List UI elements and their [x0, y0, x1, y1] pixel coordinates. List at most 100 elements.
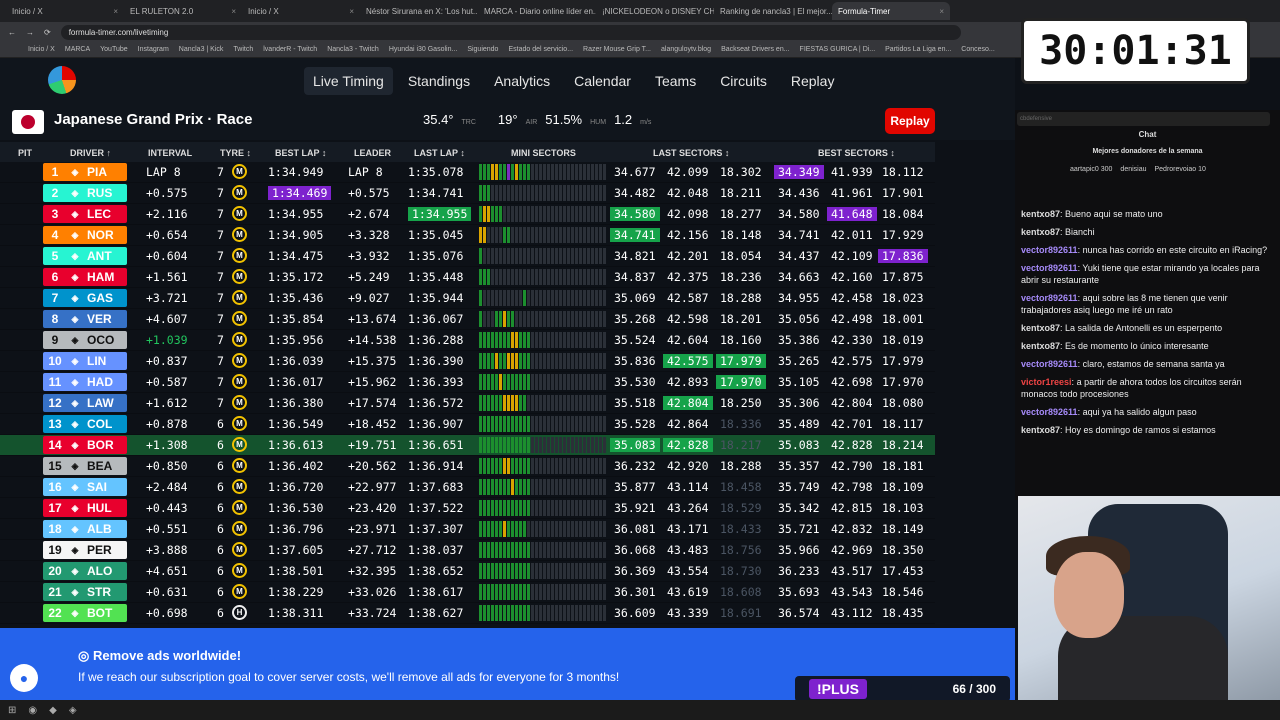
table-row[interactable]: 20 ◈ ALO +4.651 6 M 1:38.501 +32.395 1:38.652 36.… [0, 561, 935, 582]
bookmark-item[interactable]: MARCA [64, 46, 91, 53]
chat-username[interactable]: vector892611 [1021, 407, 1078, 417]
chrome-icon[interactable]: ◉ [28, 704, 38, 716]
chat-username[interactable]: vector892611 [1021, 263, 1078, 273]
bookmark-item[interactable]: Siguiendo [467, 46, 499, 53]
chat-username[interactable]: kentxo87 [1021, 209, 1061, 219]
bookmark-item[interactable]: FIESTAS GURICA | Di... [799, 46, 876, 53]
bookmark-item[interactable]: Backseat Drivers en... [721, 46, 790, 53]
bookmark-item[interactable]: Hyundai i30 Gasolin... [388, 46, 458, 53]
driver-badge[interactable]: 22 ◈ BOT [43, 604, 127, 622]
table-row[interactable]: 1 ◈ PIA LAP 8 7 M 1:34.949 LAP 8 1:35.078 34.677 4… [0, 162, 935, 183]
driver-badge[interactable]: 3 ◈ LEC [43, 205, 127, 223]
url-field[interactable]: formula-timer.com/livetiming [60, 24, 961, 40]
bookmark-item[interactable]: Inicio / X [28, 46, 55, 53]
browser-tab[interactable]: Formula-Timer × [832, 2, 950, 20]
driver-badge[interactable]: 10 ◈ LIN [43, 352, 127, 370]
close-icon[interactable]: × [349, 6, 354, 16]
chat-search-input[interactable]: cbdefensive [1017, 112, 1270, 126]
bookmark-item[interactable]: alanguloytv.blog [661, 46, 712, 53]
close-icon[interactable]: × [939, 6, 944, 16]
table-row[interactable]: 10 ◈ LIN +0.837 7 M 1:36.039 +15.375 1:36.390 35.… [0, 351, 935, 372]
bookmark-item[interactable]: Conceso... [961, 46, 995, 53]
driver-badge[interactable]: 12 ◈ LAW [43, 394, 127, 412]
chat-username[interactable]: kentxo87 [1021, 341, 1061, 351]
table-row[interactable]: 5 ◈ ANT +0.604 7 M 1:34.475 +3.932 1:35.076 34.82… [0, 246, 935, 267]
chat-username[interactable]: kentxo87 [1021, 227, 1061, 237]
column-header[interactable]: LAST SECTORS ↕ [653, 148, 730, 158]
cookie-icon[interactable]: ● [10, 664, 38, 692]
column-header[interactable]: BEST SECTORS ↕ [818, 148, 895, 158]
column-header[interactable]: MINI SECTORS [511, 148, 576, 158]
driver-badge[interactable]: 1 ◈ PIA [43, 163, 127, 181]
table-row[interactable]: 16 ◈ SAI +2.484 6 M 1:36.720 +22.977 1:37.683 35.… [0, 477, 935, 498]
driver-badge[interactable]: 21 ◈ STR [43, 583, 127, 601]
back-icon[interactable]: ← [8, 27, 16, 37]
driver-badge[interactable]: 7 ◈ GAS [43, 289, 127, 307]
table-row[interactable]: 12 ◈ LAW +1.612 7 M 1:36.380 +17.574 1:36.572 35.… [0, 393, 935, 414]
nav-link-calendar[interactable]: Calendar [574, 73, 631, 89]
bookmark-item[interactable]: Nancla3 | Kick [178, 46, 224, 53]
chat-username[interactable]: vector892611 [1021, 245, 1078, 255]
column-header[interactable]: INTERVAL [148, 148, 193, 158]
start-icon[interactable]: ⊞ [8, 704, 17, 716]
nav-link-analytics[interactable]: Analytics [494, 73, 551, 89]
browser-tab[interactable]: Inicio / X × [6, 2, 124, 20]
column-header[interactable]: LAST LAP ↕ [414, 148, 465, 158]
column-header[interactable]: PIT [18, 148, 33, 158]
table-row[interactable]: 4 ◈ NOR +0.654 7 M 1:34.905 +3.328 1:35.045 34.74… [0, 225, 935, 246]
table-row[interactable]: 9 ◈ OCO +1.039 7 M 1:35.956 +14.538 1:36.288 35.5… [0, 330, 935, 351]
bookmark-item[interactable]: lvanderR - Twitch [263, 46, 318, 53]
app-icon[interactable]: ◆ [49, 704, 57, 716]
browser-tab[interactable]: ¡NICKELODEON o DISNEY CH...× [596, 2, 714, 20]
bookmark-item[interactable]: Razer Mouse Grip T... [583, 46, 651, 53]
driver-badge[interactable]: 20 ◈ ALO [43, 562, 127, 580]
driver-badge[interactable]: 16 ◈ SAI [43, 478, 127, 496]
close-icon[interactable]: × [113, 6, 118, 16]
site-logo[interactable] [48, 66, 76, 94]
table-row[interactable]: 8 ◈ VER +4.607 7 M 1:35.854 +13.674 1:36.067 35.2… [0, 309, 935, 330]
column-header[interactable]: BEST LAP ↕ [275, 148, 327, 158]
column-header[interactable]: LEADER [354, 148, 392, 158]
table-row[interactable]: 6 ◈ HAM +1.561 7 M 1:35.172 +5.249 1:35.448 34.83… [0, 267, 935, 288]
nav-link-circuits[interactable]: Circuits [720, 73, 767, 89]
chat-username[interactable]: vector892611 [1021, 293, 1078, 303]
reload-icon[interactable]: ⟳ [44, 27, 51, 37]
nav-link-teams[interactable]: Teams [654, 73, 697, 89]
browser-tab[interactable]: EL RULETON 2.0 × [124, 2, 242, 20]
driver-badge[interactable]: 18 ◈ ALB [43, 520, 127, 538]
driver-badge[interactable]: 13 ◈ COL [43, 415, 127, 433]
nav-link-live-timing[interactable]: Live Timing [304, 67, 393, 95]
driver-badge[interactable]: 17 ◈ HUL [43, 499, 127, 517]
column-header[interactable]: DRIVER ↑ [70, 148, 112, 158]
table-row[interactable]: 18 ◈ ALB +0.551 6 M 1:36.796 +23.971 1:37.307 36.… [0, 519, 935, 540]
bookmark-item[interactable]: Estado del servicio... [508, 46, 574, 53]
replay-button[interactable]: Replay [885, 108, 935, 134]
driver-badge[interactable]: 4 ◈ NOR [43, 226, 127, 244]
browser-tab[interactable]: MARCA - Diario online líder en...× [478, 2, 596, 20]
driver-badge[interactable]: 6 ◈ HAM [43, 268, 127, 286]
table-row[interactable]: 7 ◈ GAS +3.721 7 M 1:35.436 +9.027 1:35.944 35.06… [0, 288, 935, 309]
bookmark-item[interactable]: Twitch [233, 46, 254, 53]
bookmark-item[interactable]: Partidos La Liga en... [885, 46, 952, 53]
table-row[interactable]: 19 ◈ PER +3.888 6 M 1:37.605 +27.712 1:38.037 36.… [0, 540, 935, 561]
driver-badge[interactable]: 9 ◈ OCO [43, 331, 127, 349]
driver-badge[interactable]: 8 ◈ VER [43, 310, 127, 328]
table-row[interactable]: 17 ◈ HUL +0.443 6 M 1:36.530 +23.420 1:37.522 35.… [0, 498, 935, 519]
chat-username[interactable]: kentxo87 [1021, 425, 1061, 435]
browser-tab[interactable]: Néstor Sirurana en X: 'Los hut...× [360, 2, 478, 20]
nav-link-standings[interactable]: Standings [407, 73, 471, 89]
driver-badge[interactable]: 14 ◈ BOR [43, 436, 127, 454]
chat-username[interactable]: victor1reesi [1021, 377, 1072, 387]
table-row[interactable]: 11 ◈ HAD +0.587 7 M 1:36.017 +15.962 1:36.393 35.… [0, 372, 935, 393]
table-row[interactable]: 14 ◈ BOR +1.308 6 M 1:36.613 +19.751 1:36.651 35.… [0, 435, 935, 456]
column-header[interactable]: TYRE ↕ [220, 148, 252, 158]
chat-username[interactable]: kentxo87 [1021, 323, 1061, 333]
table-row[interactable]: 13 ◈ COL +0.878 6 M 1:36.549 +18.452 1:36.907 35.… [0, 414, 935, 435]
bookmark-item[interactable]: Instagram [137, 46, 169, 53]
chat-username[interactable]: vector892611 [1021, 359, 1078, 369]
table-row[interactable]: 22 ◈ BOT +0.698 6 H 1:38.311 +33.724 1:38.627 36.… [0, 603, 935, 624]
bookmark-item[interactable]: Nancla3 - Twitch [327, 46, 379, 53]
table-row[interactable]: 21 ◈ STR +0.631 6 M 1:38.229 +33.026 1:38.617 36.… [0, 582, 935, 603]
browser-tab[interactable]: Ranking de nancla3 | El mejor...× [714, 2, 832, 20]
app-icon-2[interactable]: ◈ [68, 704, 77, 716]
